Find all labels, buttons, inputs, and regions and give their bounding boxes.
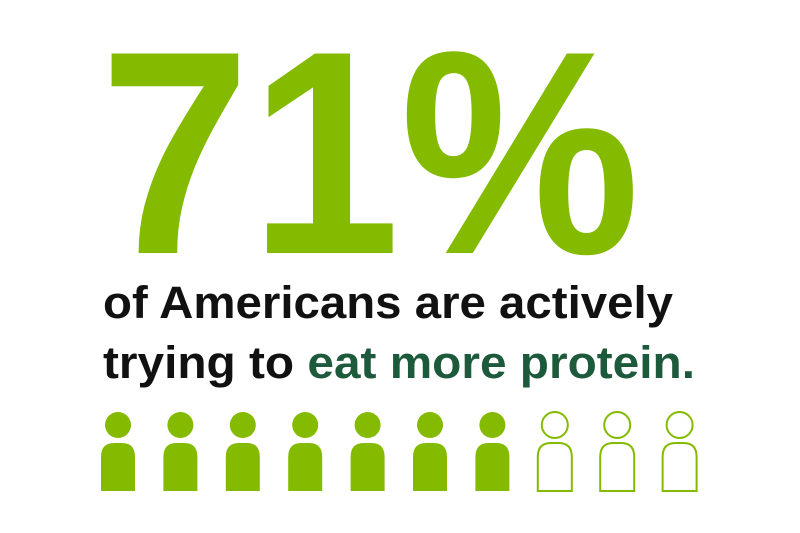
person-body	[163, 443, 198, 491]
headline: 71%	[100, 0, 640, 315]
person-body	[536, 442, 573, 492]
person-body	[661, 442, 698, 492]
pictogram	[101, 411, 698, 492]
caption-line: trying to eat more protein.	[103, 337, 695, 388]
caption-text: trying to	[103, 337, 294, 388]
person-body	[475, 443, 510, 491]
person-head	[603, 411, 632, 439]
person-body	[599, 442, 636, 492]
person-head	[540, 411, 569, 439]
person-head	[665, 411, 694, 439]
person-body	[350, 443, 385, 491]
person-head	[417, 412, 443, 438]
person-body	[101, 443, 135, 491]
person-head	[479, 412, 506, 438]
caption-line: of Americans are actively	[103, 277, 673, 328]
person-head	[354, 412, 381, 438]
caption-highlight: eat more protein.	[307, 337, 695, 388]
person-body	[288, 443, 323, 491]
person-head	[105, 412, 131, 438]
person-head	[167, 412, 194, 438]
person-head	[292, 412, 319, 438]
person-head	[229, 412, 256, 438]
person-body	[413, 443, 447, 491]
person-body	[225, 443, 260, 491]
